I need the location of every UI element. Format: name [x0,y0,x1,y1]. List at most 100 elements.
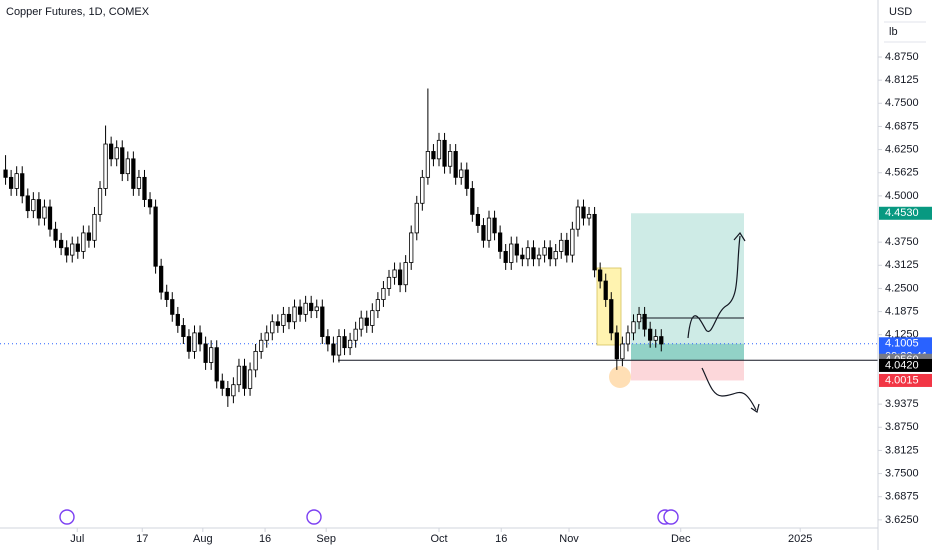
candle-body [53,228,58,241]
candle-body [120,147,125,175]
candle-body [203,343,208,363]
candle-body [164,291,169,300]
y-tick-label: 4.3125 [885,259,919,271]
candle-body [603,280,608,300]
position-tool [0,213,878,381]
candle-body [342,336,347,349]
candle-body [409,232,414,263]
candle-body [659,336,664,345]
y-tick-label: 3.6875 [885,491,919,503]
unit[interactable]: lb [889,26,898,38]
candle-body [214,347,219,382]
candle-body [136,176,142,189]
candle-body [247,369,253,389]
y-tick-label: 3.7500 [885,467,919,479]
candle-body [320,306,325,337]
candle-body [397,269,403,286]
candle-body [97,188,103,215]
y-tick-label: 4.8125 [885,74,919,86]
candle-body [42,206,47,219]
up-arrow-head [733,231,746,242]
candle-body [425,151,431,178]
candle-body [70,243,75,256]
candle-body [586,213,592,219]
candle-body [270,321,275,334]
candle-body [536,254,542,260]
candle-body [353,328,358,341]
currency[interactable]: USD [889,6,912,18]
candle-body [8,176,14,189]
candle-body [475,213,481,226]
candle-body [75,243,80,252]
x-tick-label: 16 [495,533,507,545]
candles [3,88,664,407]
candle-body [59,239,64,249]
candle-body [220,380,225,389]
x-tick-label: Jul [70,533,84,545]
candle-body [86,232,92,241]
candle-body [653,336,658,341]
y-tick-label: 4.1875 [885,305,919,317]
event-icon[interactable] [306,509,322,525]
y-tick-label: 4.5625 [885,167,919,179]
x-tick-label: 16 [259,533,271,545]
candle-body [264,332,269,341]
price-label: 4.0420 [885,359,919,371]
candle-body [281,313,286,326]
candle-body [131,158,136,189]
candle-body [520,254,525,260]
candle-body [286,313,292,323]
candle-body [620,343,625,360]
price-label-box [879,358,932,372]
candle-body [359,317,364,330]
candle-body [370,310,375,326]
candle-body [231,384,236,397]
candle-body [25,195,30,212]
candle-body [553,251,558,260]
candle-body [498,232,503,252]
price-label-box [879,373,932,387]
candle-body [381,288,386,300]
candle-body [570,228,575,256]
candle-body [509,243,514,263]
candle-body [297,306,303,315]
down-arrow-head [750,403,760,413]
y-tick-label: 4.7500 [885,97,919,109]
candle-body [481,225,486,241]
candle-body [614,332,619,360]
y-tick-label: 4.5000 [885,190,919,202]
event-icon[interactable] [59,509,75,525]
candle-body [325,336,330,345]
candle-body [609,299,614,334]
candle-body [503,251,508,263]
candle-body [542,247,547,256]
candle-body [81,232,86,252]
candle-body [225,388,230,397]
candle-body [14,173,19,189]
candle-body [47,206,53,230]
candle-body [403,262,408,286]
y-tick-label: 3.9375 [885,398,919,410]
chart-title: Copper Futures, 1D, COMEX [6,6,150,18]
candle-body [192,332,197,352]
x-tick-label: Oct [430,533,447,545]
candle-body [209,347,214,363]
candle-body [642,313,647,330]
candle-body [142,176,147,200]
event-icon[interactable] [663,509,679,525]
candle-body [336,336,342,356]
candle-body [125,158,130,175]
candle-body [331,343,336,356]
candle-body [592,213,597,271]
candle-body [175,313,180,326]
candle-body [420,176,425,204]
candle-body [598,269,603,282]
candle-body [147,199,153,208]
candle-body [514,243,519,256]
candle-body [236,365,242,386]
price-label: 4.1005 [885,338,919,350]
x-tick-label: 17 [136,533,148,545]
candle-body [103,143,108,189]
price-label-box [879,206,932,220]
